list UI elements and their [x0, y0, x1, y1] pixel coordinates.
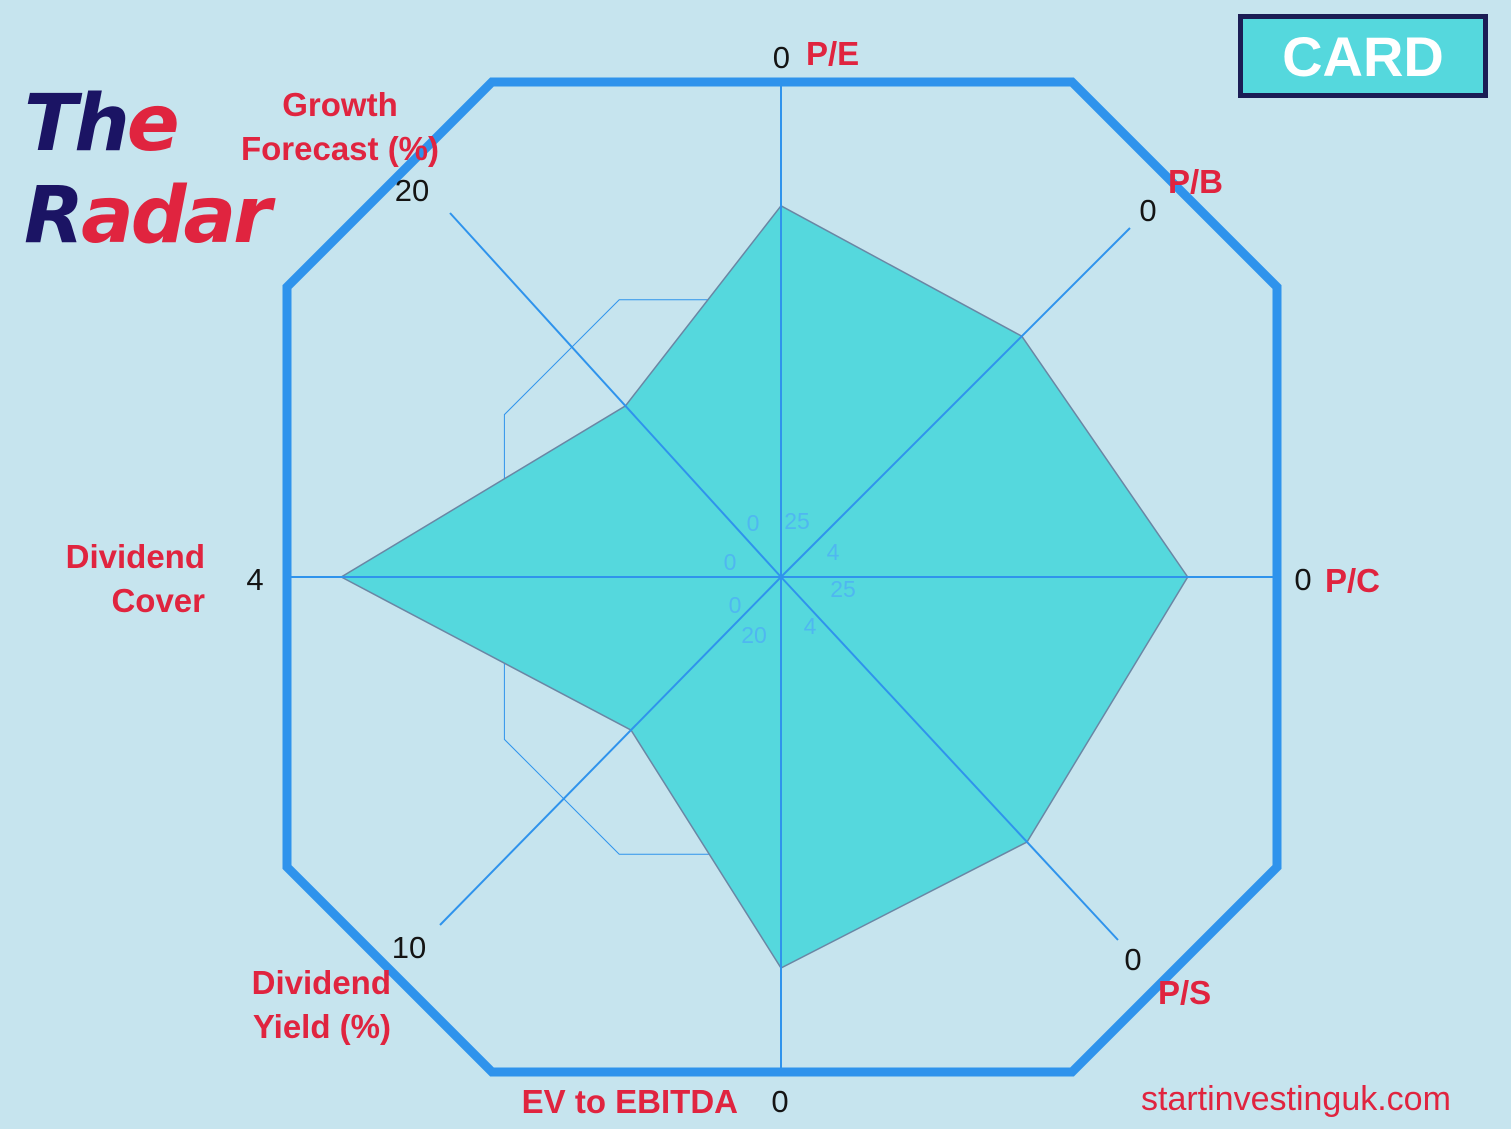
radar-spokes [287, 82, 1277, 1072]
inner-tick-ps: 4 [804, 613, 817, 639]
outer-tick-ev: 0 [771, 1084, 788, 1119]
data-area-polygon [339, 204, 1189, 969]
outer-tick-pb: 0 [1139, 193, 1156, 228]
inner-tick-pb: 4 [827, 539, 840, 565]
title-word-radar-lead: R [24, 171, 84, 261]
axis-label-dy-line1: Dividend [252, 964, 391, 1001]
title-line-1: The [24, 78, 269, 170]
axis-label-dc-line1: Dividend [66, 538, 205, 575]
axis-label-dy-line2: Yield (%) [253, 1008, 391, 1045]
inner-tick-ev: 20 [741, 622, 767, 648]
axis-label-pe: P/E [806, 35, 859, 72]
outer-tick-ps: 0 [1124, 942, 1141, 977]
spoke-dy [439, 576, 782, 926]
title-word-the-lead: Th [24, 79, 130, 169]
outer-tick-dy: 10 [392, 930, 426, 965]
footer-url: startinvestinguk.com [1141, 1080, 1451, 1118]
title-word-the-rest: e [126, 79, 180, 169]
axis-label-gf-line2: Forecast (%) [241, 130, 439, 167]
inner-tick-dc: 0 [724, 549, 737, 575]
spoke-pb [780, 227, 1131, 578]
inner-tick-pc: 25 [830, 576, 856, 602]
outer-tick-pc: 0 [1294, 562, 1311, 597]
title-word-radar-rest: adar [81, 171, 272, 261]
spoke-gf [449, 212, 782, 578]
radar-labels: P/E P/B P/C P/S EV to EBITDA Dividend Yield (%… [66, 35, 1380, 1120]
inner-tick-dy: 0 [729, 592, 742, 618]
radar-data-area [339, 204, 1189, 969]
ticker-badge: CARD [1238, 14, 1488, 98]
chart-title: The Radar [24, 78, 272, 262]
radar-outer-frame [282, 77, 1282, 1077]
outer-tick-dc: 4 [246, 562, 263, 597]
axis-label-ev: EV to EBITDA [522, 1083, 738, 1120]
inner-tick-gf: 0 [747, 510, 760, 536]
axis-label-pc: P/C [1325, 562, 1380, 599]
title-line-2: Radar [24, 170, 272, 262]
axis-label-dc-line2: Cover [111, 582, 205, 619]
axis-label-ps: P/S [1158, 974, 1211, 1011]
spoke-ps [780, 576, 1119, 941]
outer-tick-gf: 20 [395, 173, 429, 208]
axis-label-gf-line1: Growth [282, 86, 397, 123]
outer-tick-pe: 0 [773, 40, 790, 75]
ticker-text: CARD [1282, 24, 1444, 88]
axis-label-pb: P/B [1168, 163, 1223, 200]
inner-tick-pe: 25 [784, 508, 810, 534]
frame-octagon [282, 77, 1282, 1077]
